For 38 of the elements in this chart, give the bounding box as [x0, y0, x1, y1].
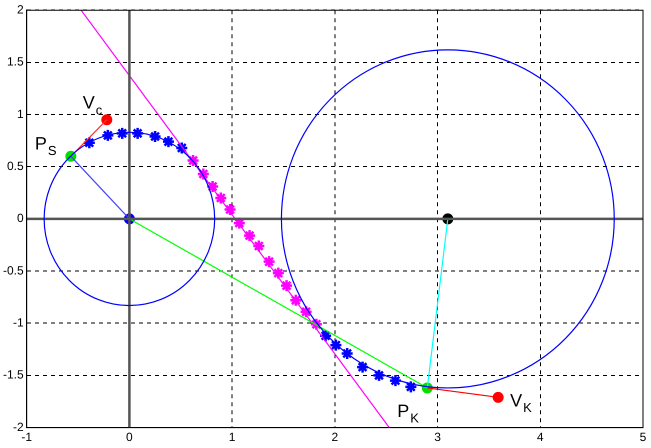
- x-tick-label: 1: [228, 430, 236, 444]
- y-tick-label: -1: [13, 316, 24, 330]
- x-tick-label: 4: [536, 430, 544, 444]
- y-tick-label: 1: [16, 106, 24, 121]
- point: [262, 254, 276, 268]
- y-tick-label: 2: [16, 2, 24, 17]
- y-tick-label: 0: [16, 211, 24, 226]
- point: [289, 294, 303, 308]
- point: [272, 266, 286, 280]
- point: [206, 180, 220, 194]
- y-tick-label: 1.5: [6, 54, 24, 69]
- point: [372, 368, 386, 382]
- x-tick-label: 0: [126, 430, 134, 444]
- point: [101, 114, 112, 126]
- point: [82, 136, 96, 150]
- point: [280, 278, 294, 292]
- point: [340, 346, 354, 360]
- x-tick-label: 2: [331, 430, 338, 444]
- point: [130, 126, 144, 140]
- point: [492, 392, 504, 403]
- point: [252, 239, 266, 253]
- point: [148, 130, 162, 144]
- point: [329, 338, 343, 352]
- y-tick-label: 0.5: [6, 159, 24, 174]
- point: [404, 380, 418, 394]
- point: [242, 228, 256, 242]
- point: [356, 360, 370, 374]
- point: [162, 134, 176, 148]
- y-tick-label: -0.5: [2, 263, 24, 278]
- x-tick-label: 3: [434, 430, 442, 444]
- point: [223, 202, 237, 216]
- x-tick-label: 5: [640, 430, 647, 444]
- point: [115, 126, 129, 140]
- point: [214, 191, 228, 205]
- point: [388, 374, 402, 388]
- y-tick-label: -1.5: [2, 368, 24, 382]
- y-tick-label: -2: [13, 420, 24, 434]
- point: [101, 128, 115, 142]
